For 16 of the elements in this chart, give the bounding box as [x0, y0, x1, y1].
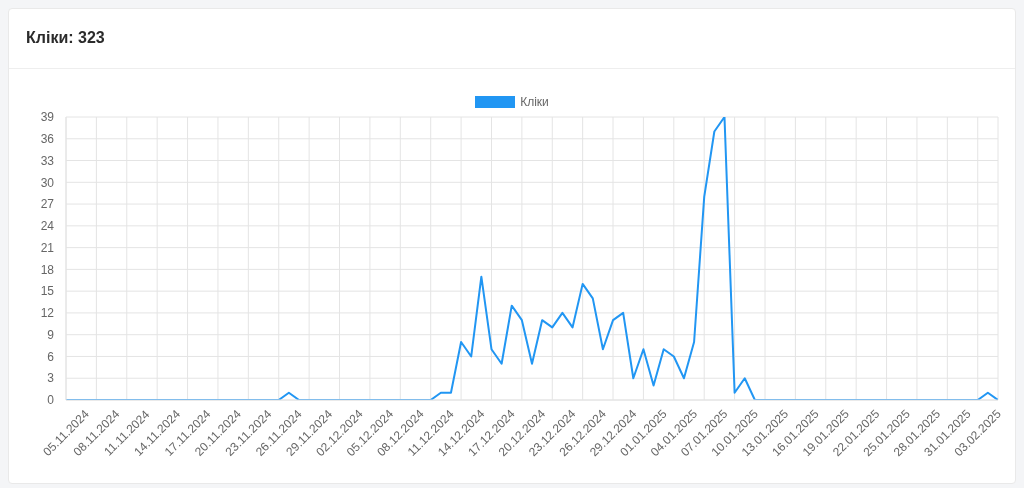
legend-label: Кліки: [520, 95, 549, 109]
y-tick-label: 24: [40, 219, 55, 234]
y-tick-label: 6: [47, 349, 55, 364]
y-tick-label: 21: [40, 240, 55, 255]
y-tick-label: 27: [40, 197, 55, 212]
y-tick-label: 30: [40, 175, 55, 190]
y-tick-label: 18: [40, 262, 55, 277]
y-tick-label: 39: [40, 110, 55, 125]
y-tick-label: 15: [40, 284, 55, 299]
y-tick-label: 36: [40, 132, 55, 147]
y-tick-label: 12: [40, 306, 55, 321]
y-tick-label: 33: [40, 153, 55, 168]
y-tick-label: 9: [47, 327, 55, 342]
chart-title: Кліки: 323: [26, 29, 105, 47]
y-tick-label: 3: [47, 371, 55, 386]
y-tick-label: 0: [47, 393, 55, 408]
